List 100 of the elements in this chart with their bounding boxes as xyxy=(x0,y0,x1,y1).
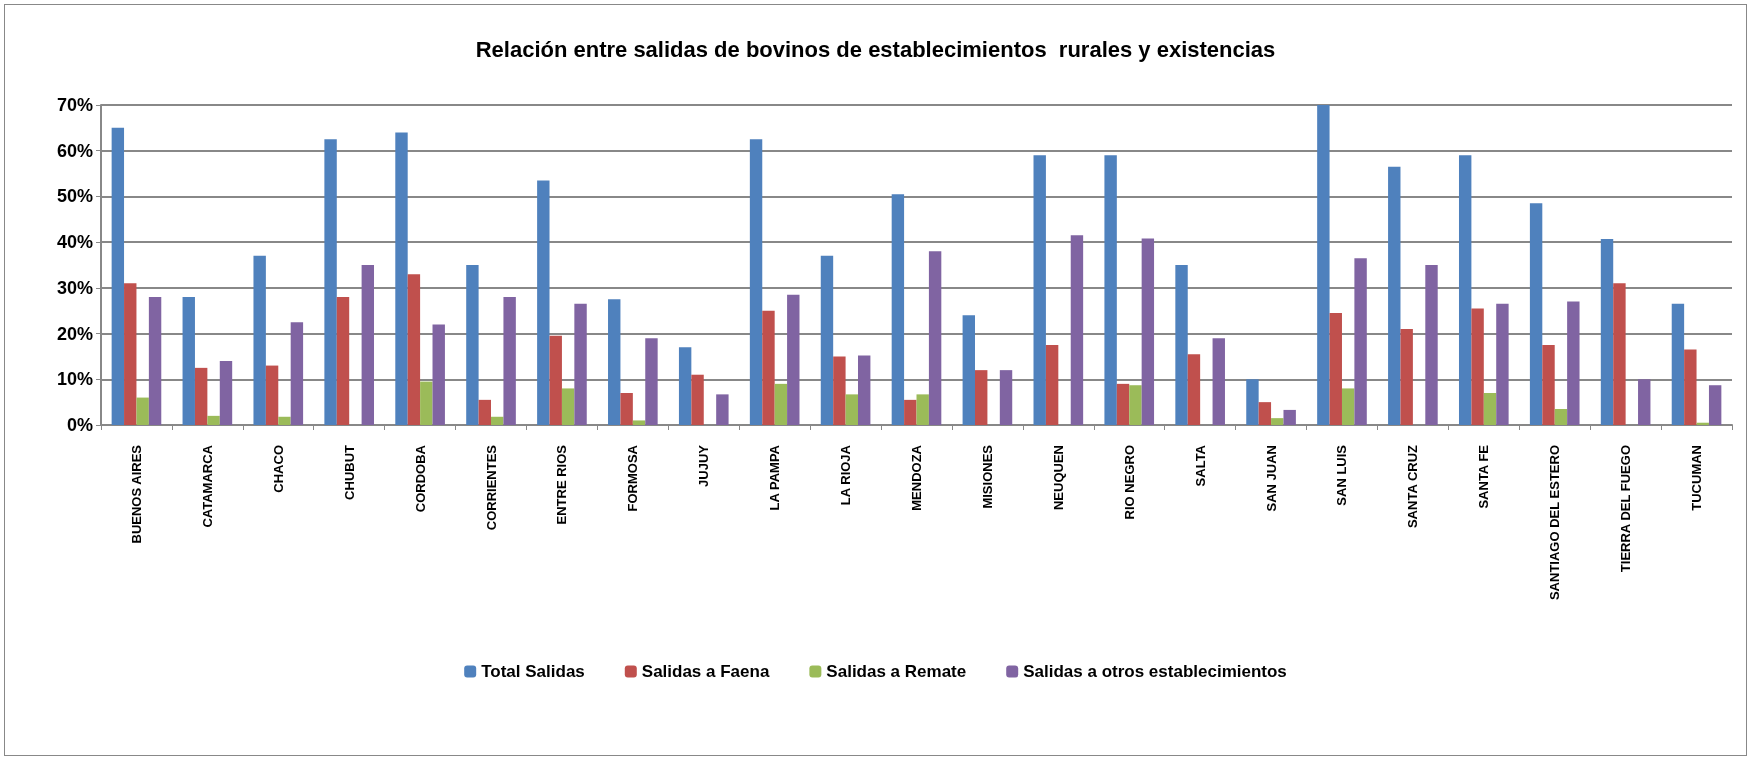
x-tick-label: SAN LUIS xyxy=(1334,444,1350,506)
bar xyxy=(833,356,846,425)
bar xyxy=(466,265,479,425)
x-tick-label: MENDOZA xyxy=(909,444,924,511)
bar xyxy=(845,394,858,425)
bar xyxy=(1708,385,1722,425)
bar xyxy=(253,255,266,425)
bar xyxy=(432,324,445,425)
bar xyxy=(324,139,337,425)
y-tick-label: 30% xyxy=(56,277,93,298)
bar xyxy=(620,393,633,425)
bar xyxy=(1129,385,1142,425)
y-tick-label: 0% xyxy=(66,415,93,435)
y-tick-label: 10% xyxy=(56,369,93,390)
bar xyxy=(407,274,421,425)
bar xyxy=(219,361,233,425)
bar xyxy=(691,374,704,425)
bar xyxy=(1400,329,1413,425)
bar xyxy=(148,297,162,425)
bar xyxy=(787,294,800,425)
x-tick-label: NEUQUEN xyxy=(1050,445,1066,511)
bar xyxy=(395,132,408,425)
bar xyxy=(716,394,729,425)
bar xyxy=(678,347,692,425)
bar xyxy=(1141,238,1155,425)
bar xyxy=(1317,105,1330,425)
x-tick-label: FORMOSA xyxy=(625,444,641,512)
bar xyxy=(1458,155,1472,425)
x-tick-label: LA RIOJA xyxy=(838,444,854,506)
legend-label: Total Salidas xyxy=(481,662,585,681)
bar xyxy=(1033,155,1046,425)
bar xyxy=(207,415,220,425)
bar xyxy=(1638,379,1651,425)
bar xyxy=(1496,303,1509,425)
bar xyxy=(928,251,942,425)
bar xyxy=(1116,383,1130,425)
x-tick-label: BUENOS AIRES xyxy=(128,444,144,544)
bar xyxy=(774,383,788,425)
bar xyxy=(762,310,775,425)
legend-label: Salidas a Remate xyxy=(826,662,967,681)
bar xyxy=(124,283,137,425)
x-tick-label: SANTA FE xyxy=(1476,444,1492,509)
x-tick-label: RIO NEGRO xyxy=(1121,445,1137,520)
bar xyxy=(999,370,1013,425)
bar xyxy=(1329,313,1342,425)
bar xyxy=(1175,265,1188,425)
bar xyxy=(1354,258,1367,425)
bar xyxy=(194,367,208,425)
bar xyxy=(1554,409,1568,425)
bar xyxy=(1271,418,1284,425)
bar xyxy=(1425,265,1438,425)
x-tick-label: ENTRE RIOS xyxy=(554,444,570,525)
bar xyxy=(820,255,834,425)
bar xyxy=(290,322,304,425)
x-tick-label: SANTA CRUZ xyxy=(1405,444,1421,529)
bar xyxy=(1212,338,1225,425)
bar xyxy=(136,397,149,425)
bar xyxy=(1104,155,1117,425)
bar xyxy=(975,370,988,425)
bar xyxy=(1600,238,1614,425)
bar xyxy=(1684,349,1697,425)
bar xyxy=(858,355,871,425)
bar xyxy=(1283,409,1296,425)
bar xyxy=(1045,345,1059,425)
bar xyxy=(1341,388,1355,425)
bar xyxy=(632,420,646,425)
bar xyxy=(491,416,504,425)
bar xyxy=(1187,354,1201,425)
x-tick-label: SALTA xyxy=(1192,444,1208,487)
bar xyxy=(420,381,433,425)
bar xyxy=(278,416,291,425)
bar xyxy=(1613,283,1626,425)
bar xyxy=(574,303,587,425)
bar xyxy=(1529,203,1543,425)
x-tick-label: TUCUMAN xyxy=(1689,445,1705,511)
bar xyxy=(1567,301,1580,425)
bar xyxy=(608,299,621,425)
bar xyxy=(503,297,516,425)
y-tick-label: 70% xyxy=(56,95,93,115)
x-tick-label: LA PAMPA xyxy=(767,444,783,511)
bar xyxy=(549,335,562,425)
y-tick-label: 60% xyxy=(56,140,93,161)
bar xyxy=(111,127,125,425)
bar xyxy=(904,399,917,425)
x-tick-label: CHUBUT xyxy=(341,444,357,500)
legend-label: Salidas a Faena xyxy=(641,662,770,681)
bar xyxy=(265,365,279,425)
bar xyxy=(561,388,575,425)
x-tick-label: SAN JUAN xyxy=(1263,445,1279,512)
bar xyxy=(1471,308,1484,425)
y-tick-label: 40% xyxy=(56,232,93,253)
bar xyxy=(962,315,975,425)
bar xyxy=(749,139,763,425)
x-tick-label: CORDOBA xyxy=(412,444,428,513)
x-tick-label: SANTIAGO DEL ESTERO xyxy=(1547,445,1563,601)
bar xyxy=(1258,402,1272,425)
bar xyxy=(182,297,195,425)
bar xyxy=(1542,345,1555,425)
x-tick-label: CHACO xyxy=(270,445,286,493)
legend-label: Salidas a otros establecimientos xyxy=(1023,662,1287,681)
